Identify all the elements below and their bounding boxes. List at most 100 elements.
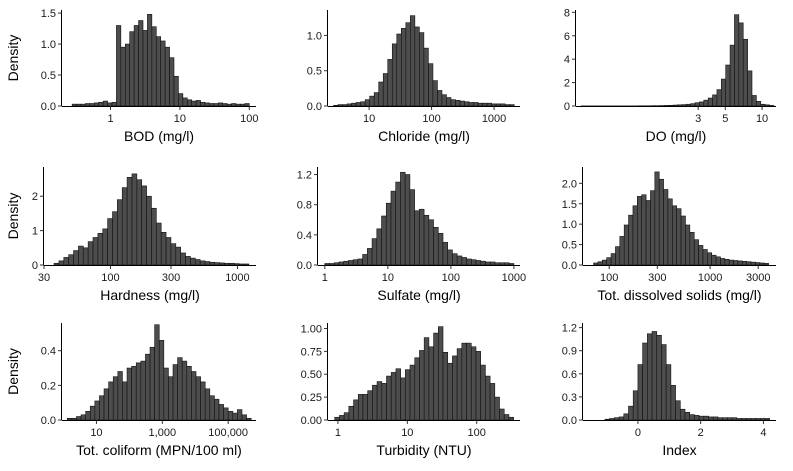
- histogram-bar: [509, 104, 515, 107]
- histogram-bar: [702, 249, 708, 266]
- histogram-bar: [489, 383, 496, 421]
- histogram-bar: [122, 381, 128, 421]
- histogram-bar: [333, 104, 339, 107]
- histogram-bar: [414, 210, 420, 266]
- y-tick-label: 1.2: [297, 170, 312, 182]
- histogram-panel: 0.00 0.25 0.50 0.75 1.00 1 10 100 Turbidity (NTU…: [301, 323, 520, 458]
- histogram-bar: [446, 97, 452, 107]
- histogram-bar: [400, 377, 406, 421]
- histogram-bar: [409, 364, 416, 421]
- histogram-bar: [452, 355, 458, 421]
- x-tick-label: 100: [240, 113, 258, 125]
- histogram-bar: [437, 90, 443, 107]
- histogram-bar: [140, 360, 146, 421]
- histogram-bar: [186, 365, 192, 421]
- histogram-bar: [214, 262, 220, 266]
- histogram-bar: [334, 416, 340, 421]
- histogram-bar: [133, 25, 139, 107]
- histogram-bar: [727, 417, 733, 421]
- histogram-bar: [738, 22, 744, 107]
- histogram-bar: [733, 260, 739, 266]
- x-tick-label: 300: [162, 272, 180, 284]
- histogram-bar: [461, 257, 467, 266]
- histogram-bar: [243, 263, 250, 266]
- histogram-bar: [722, 417, 728, 421]
- histogram-bar: [146, 195, 152, 266]
- histogram-bar: [92, 237, 99, 266]
- histogram-bar: [369, 95, 375, 107]
- x-tick-label: 300: [648, 272, 666, 284]
- histogram-bar: [112, 376, 119, 421]
- histogram-bar: [717, 417, 723, 421]
- histogram-bar: [107, 102, 113, 107]
- histogram-bar: [645, 200, 651, 266]
- histogram-bar: [120, 46, 126, 107]
- x-axis-title: Hardness (mg/l): [100, 287, 200, 303]
- histogram-bar: [495, 103, 501, 107]
- histogram-bar: [126, 177, 133, 266]
- y-tick-label: 2: [564, 78, 570, 90]
- histogram-bar: [676, 208, 682, 266]
- histogram-bar: [199, 260, 206, 266]
- histogram-bar: [755, 418, 761, 421]
- histogram-bar: [372, 384, 378, 421]
- histogram-bar: [689, 232, 695, 266]
- histogram-bar: [628, 405, 634, 421]
- histogram-bar: [760, 418, 766, 421]
- histogram-bar: [698, 415, 705, 421]
- histogram-bar: [226, 103, 232, 107]
- histogram-bar: [721, 78, 727, 107]
- histogram-bar: [151, 26, 157, 107]
- histogram-bar: [204, 261, 211, 266]
- histogram-bar: [764, 104, 770, 107]
- histogram-bar: [351, 102, 357, 107]
- x-axis-title: Sulfate (mg/l): [377, 287, 460, 303]
- histogram-panel: 0 1 2 30 100 300 1000 Hardness (mg/l) Density: [5, 167, 256, 303]
- histogram-bar: [615, 246, 621, 266]
- y-tick-label: 0.0: [41, 415, 56, 427]
- x-tick-label: 10: [90, 427, 102, 439]
- histogram-bar: [609, 418, 615, 421]
- histogram-bar: [89, 405, 96, 421]
- histogram-bar: [373, 92, 380, 107]
- histogram-bar: [172, 364, 178, 421]
- histogram-bar: [400, 171, 406, 266]
- histogram-bar: [745, 418, 752, 421]
- histogram-bar: [694, 102, 700, 107]
- histogram-bar: [456, 255, 463, 266]
- histogram-bar: [227, 411, 234, 421]
- histogram-bar: [729, 44, 735, 107]
- histogram-bar: [405, 369, 411, 421]
- histogram-bar: [637, 364, 643, 421]
- histogram-bar: [232, 412, 238, 421]
- histogram-bar: [178, 93, 184, 107]
- histogram-bar: [135, 362, 142, 421]
- histogram-bar: [720, 258, 726, 266]
- histogram-bar: [661, 344, 667, 421]
- histogram-bar: [209, 395, 215, 421]
- histogram-bar: [672, 205, 678, 266]
- histogram-bar: [489, 261, 496, 266]
- histogram-bar: [117, 199, 123, 266]
- histogram-panel: 0.0 0.4 0.8 1.2 1 10 100 1000 Sulfate (mg/l): [297, 167, 526, 303]
- histogram-bar: [142, 30, 148, 107]
- histogram-bar: [376, 381, 383, 421]
- histogram-bar: [111, 101, 117, 107]
- histogram-bar: [112, 211, 118, 266]
- histogram-bar: [725, 64, 731, 107]
- histogram-bar: [734, 14, 740, 107]
- histogram-bar: [390, 190, 397, 266]
- histogram-bar: [450, 99, 456, 107]
- histogram-bar: [736, 418, 742, 421]
- histogram-bar: [357, 394, 364, 421]
- histogram-bar: [63, 257, 69, 266]
- histogram-bar: [390, 372, 397, 421]
- histogram-bar: [223, 407, 229, 421]
- histogram-bar: [724, 258, 730, 266]
- x-tick-label: 10: [363, 113, 375, 125]
- histogram-bar: [604, 418, 610, 421]
- x-tick-label: 100: [422, 113, 440, 125]
- x-tick-label: 10: [382, 272, 394, 284]
- x-axis-title: BOD (mg/l): [124, 128, 194, 144]
- y-tick-label: 0.0: [562, 415, 577, 427]
